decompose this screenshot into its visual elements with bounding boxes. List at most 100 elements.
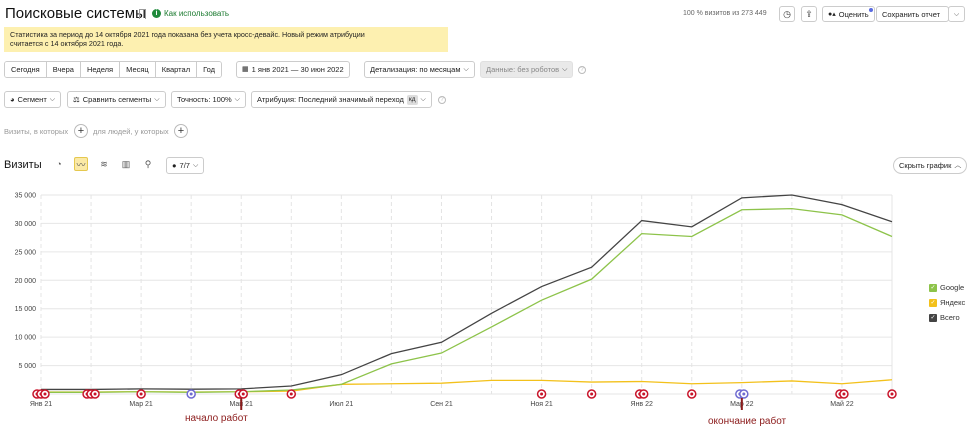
- rate-icon: ●▴: [828, 10, 836, 18]
- compare-label: Сравнить сегменты: [82, 95, 152, 104]
- accuracy-label: Точность: 100%: [177, 95, 232, 104]
- annotation-marker-dot: [43, 392, 47, 396]
- export-icon[interactable]: ⇪: [801, 6, 817, 22]
- compare-icon: ⚖: [73, 95, 80, 104]
- x-tick-label: Янв 21: [30, 401, 52, 408]
- x-tick-label: Май 22: [830, 400, 854, 408]
- x-tick-label: Ноя 21: [530, 401, 553, 408]
- legend-yandex[interactable]: ✓ Яндекс: [929, 298, 965, 307]
- how-to-link[interactable]: i Как использовать: [152, 9, 229, 18]
- detail-dropdown[interactable]: Детализация: по месяцам ⌵: [364, 61, 475, 78]
- legend-total[interactable]: ✓ Всего: [929, 313, 960, 322]
- calendar-icon: ▦: [242, 66, 249, 73]
- people-where-label: для людей, у которых: [93, 127, 169, 136]
- y-tick-label: 35 000: [15, 193, 37, 200]
- rate-button[interactable]: ●▴ Оценить: [822, 6, 875, 22]
- annotation-marker-dot: [139, 392, 143, 396]
- legend-yandex-label: Яндекс: [940, 298, 966, 307]
- stacked-area-icon[interactable]: ≋: [100, 159, 108, 169]
- annotation-marker-dot: [241, 392, 245, 396]
- annotation-marker-dot: [890, 392, 894, 396]
- checkbox-icon: ✓: [929, 313, 937, 322]
- notice-line-2: считается с 14 октября 2021 года.: [10, 39, 124, 48]
- notification-dot: [868, 8, 873, 12]
- bookmark-icon[interactable]: [139, 9, 146, 19]
- annotation-marker-dot: [289, 392, 293, 396]
- period-quarter[interactable]: Квартал: [155, 62, 198, 77]
- line-chart-icon[interactable]: 〰: [74, 157, 88, 171]
- annotation-marker-dot: [842, 392, 846, 396]
- chevron-down-icon: ⌵: [953, 10, 960, 18]
- checkbox-icon: ✓: [929, 298, 937, 307]
- period-week[interactable]: Неделя: [80, 62, 121, 77]
- segment-label: Сегмент: [17, 95, 47, 104]
- legend-google[interactable]: ✓ Google: [929, 283, 964, 292]
- hide-chart-button[interactable]: Скрыть график ︿: [893, 157, 968, 174]
- add-visit-condition-button[interactable]: +: [74, 124, 88, 138]
- period-yesterday[interactable]: Вчера: [46, 62, 81, 77]
- series-line-Всего: [41, 194, 893, 391]
- info-icon: i: [152, 9, 161, 18]
- page-title: Поисковые системы: [5, 5, 146, 22]
- hide-chart-label: Скрыть график: [899, 161, 952, 170]
- period-today[interactable]: Сегодня: [5, 62, 47, 77]
- add-people-condition-button[interactable]: +: [174, 124, 188, 138]
- series-line-Google: [41, 207, 893, 393]
- data-filter-dropdown[interactable]: Данные: без роботов ⌵: [480, 61, 574, 78]
- history-icon[interactable]: ◷: [779, 6, 795, 22]
- attribution-notice: Статистика за период до 14 октября 2021 …: [4, 27, 448, 52]
- notice-line-1: Статистика за период до 14 октября 2021 …: [10, 30, 365, 39]
- date-range-button[interactable]: ▦ 1 янв 2021 — 30 июн 2022: [236, 61, 350, 78]
- map-pin-icon[interactable]: ⚲: [144, 159, 152, 169]
- pie-chart-icon[interactable]: ◔: [56, 159, 62, 169]
- attribution-label: Атрибуция: Последний значимый переход: [257, 95, 404, 104]
- visits-where-label: Визиты, в которых: [4, 127, 69, 136]
- comment-icon: ●: [172, 161, 177, 170]
- chevron-down-icon: ⌵: [192, 162, 199, 169]
- bar-chart-icon[interactable]: ▥: [121, 159, 131, 169]
- legend-google-label: Google: [940, 283, 965, 292]
- chevron-down-icon: ⌵: [234, 96, 240, 103]
- y-tick-label: 10 000: [15, 335, 37, 342]
- annotation-start: начало работ: [185, 413, 248, 424]
- x-tick-label: Мар 21: [129, 401, 153, 408]
- annotation-marker-dot: [642, 392, 646, 396]
- segment-button[interactable]: ◕ Сегмент ⌵: [4, 91, 62, 108]
- data-filter-label: Данные: без роботов: [486, 65, 560, 74]
- annotation-end: окончание работ: [708, 416, 787, 427]
- series-count: 7/7: [179, 161, 190, 170]
- period-year[interactable]: Год: [197, 62, 222, 77]
- chart-title: Визиты: [4, 159, 42, 171]
- y-tick-label: 5 000: [18, 363, 36, 370]
- help-icon[interactable]: ?: [578, 66, 586, 74]
- x-tick-label: Июл 21: [329, 401, 353, 408]
- annotation-marker-dot: [540, 392, 544, 396]
- series-selector[interactable]: ● 7/7 ⌵: [166, 157, 205, 174]
- chevron-up-icon: ︿: [954, 162, 962, 169]
- chevron-down-icon: ⌵: [463, 66, 469, 73]
- annotation-marker-dot: [742, 392, 746, 396]
- chevron-down-icon: ⌵: [154, 96, 160, 103]
- rate-label: Оценить: [838, 9, 869, 19]
- attribution-dropdown[interactable]: Атрибуция: Последний значимый переход кд…: [251, 91, 432, 108]
- series-line-Яндекс: [41, 379, 893, 393]
- y-tick-label: 15 000: [15, 306, 37, 313]
- attribution-tag: кд: [406, 94, 418, 105]
- chevron-down-icon: ⌵: [420, 96, 426, 103]
- save-report-label: Сохранить отчет: [882, 9, 941, 19]
- help-icon[interactable]: ?: [438, 96, 446, 104]
- annotation-marker-dot: [590, 392, 594, 396]
- period-selector: Сегодня Вчера Неделя Месяц Квартал Год: [4, 61, 223, 78]
- x-tick-label: Сен 21: [430, 401, 453, 408]
- save-report-button[interactable]: Сохранить отчет: [876, 6, 949, 22]
- date-range-label: 1 янв 2021 — 30 июн 2022: [251, 65, 344, 74]
- annotation-marker-dot: [189, 392, 193, 396]
- accuracy-dropdown[interactable]: Точность: 100% ⌵: [171, 91, 246, 108]
- compare-segments-button[interactable]: ⚖ Сравнить сегменты ⌵: [67, 91, 166, 108]
- y-tick-label: 30 000: [15, 221, 37, 228]
- save-report-dropdown[interactable]: ⌵: [948, 6, 965, 22]
- annotation-marker-dot: [690, 392, 694, 396]
- chevron-down-icon: ⌵: [562, 66, 568, 73]
- period-month[interactable]: Месяц: [120, 62, 156, 77]
